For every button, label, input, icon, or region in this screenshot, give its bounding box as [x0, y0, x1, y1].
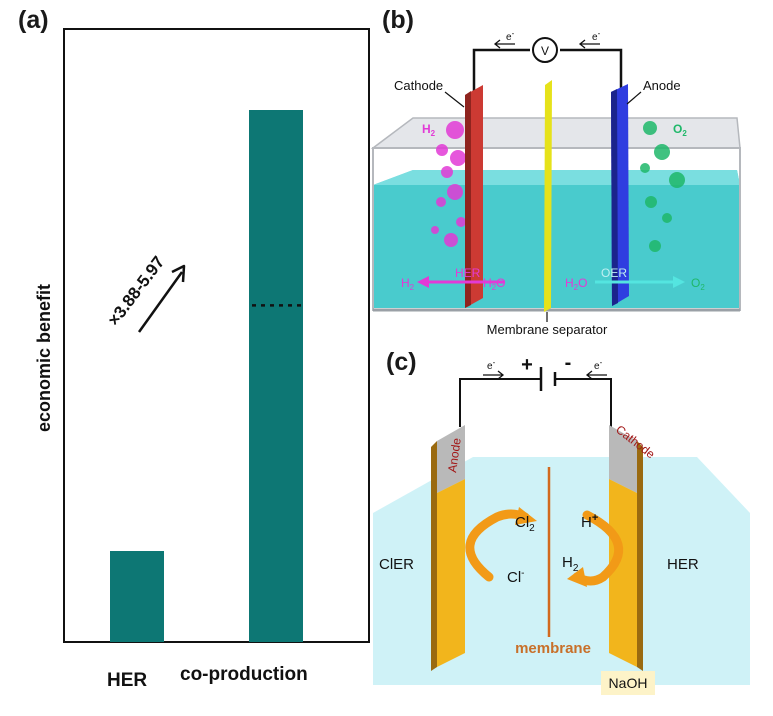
x-tick-co-production: co-production [180, 664, 308, 686]
electron-label-right: e- [594, 358, 603, 372]
x-tick-her: HER [107, 670, 147, 692]
circuit-wire [460, 379, 611, 431]
electron-arrow-right [587, 371, 607, 379]
membrane-label: membrane [515, 640, 591, 657]
membrane-separator [544, 80, 552, 312]
electron-label-left: e- [487, 358, 496, 372]
panel-b-diagram: V e- e- Cathode Anode H2 O2 HER H2 H2O O… [355, 0, 773, 345]
cler-label: ClER [379, 556, 414, 573]
naoh-label: NaOH [609, 675, 648, 691]
electrolyte-top [373, 170, 740, 185]
her-label: HER [455, 266, 481, 280]
cathode-label: Cathode [394, 78, 443, 93]
her-label: HER [667, 556, 699, 573]
oer-label: OER [601, 266, 627, 280]
separator-label: Membrane separator [487, 322, 608, 337]
panel-c-diagram: + - e- e- Anode Cathode membrane Cl2 Cl-… [355, 345, 773, 716]
y-axis-label: economic benefit [34, 284, 55, 432]
electron-arrow-left [495, 40, 515, 48]
electron-label-left: e- [506, 29, 515, 43]
voltmeter-label: V [541, 44, 549, 58]
anode-label: Anode [643, 78, 681, 93]
anode-electrode [437, 479, 465, 667]
electron-label-right: e- [592, 29, 601, 43]
electron-arrow-left [483, 371, 503, 379]
battery-minus-sign: - [565, 352, 572, 374]
battery-plus-sign: + [521, 354, 533, 376]
